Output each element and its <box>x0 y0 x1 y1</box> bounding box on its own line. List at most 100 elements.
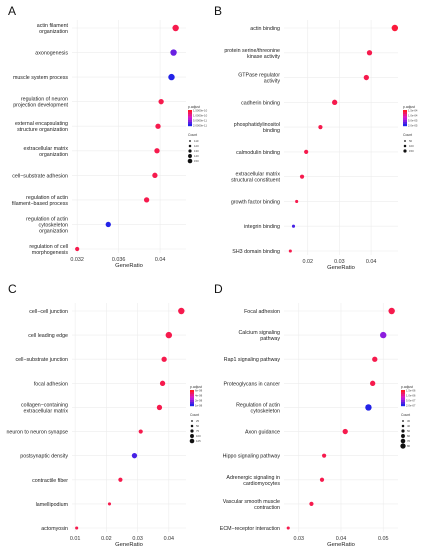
category-label-line: Focal adhesion <box>244 309 280 315</box>
category-label: regulation of cell morphogenesis <box>29 244 68 256</box>
legend-size-dot <box>190 424 194 428</box>
legend-size-tick: 25 <box>196 419 200 423</box>
category-label-line: lamellipodium <box>36 502 69 508</box>
category-label-line: morphogenesis <box>32 250 69 256</box>
legend-size-dot <box>190 429 194 433</box>
legend-color-tick: 2.0000e-11 <box>193 123 207 127</box>
category-label: actin filament organization <box>37 23 69 35</box>
legend-color-tick: 4e-08 <box>195 393 203 397</box>
category-label: external encapsulating structure organiza… <box>15 121 68 133</box>
category-label-line: pathway <box>260 336 280 342</box>
category-label-line: calmodulin binding <box>236 150 280 156</box>
legend-size-title: Count <box>403 133 412 137</box>
data-point <box>143 197 150 203</box>
category-label-line: organization <box>39 228 68 234</box>
legend-size-title: Count <box>190 413 199 417</box>
legend-color-tick: 1.0000e-10 <box>193 113 208 117</box>
legend-size-tick: 130 <box>194 149 199 153</box>
x-tick-label: 0.01 <box>70 536 81 542</box>
x-tick-label: 0.03 <box>132 536 143 542</box>
data-point <box>152 172 158 178</box>
legend-size-dot <box>404 140 406 142</box>
category-label-line: muscle system process <box>13 75 68 81</box>
category-label: Focal adhesion <box>244 309 280 315</box>
category-label: extracellular matrix organization <box>24 146 69 158</box>
data-point <box>370 380 376 386</box>
data-point <box>138 429 143 434</box>
legend-size-dot <box>401 424 405 428</box>
category-label-line: cytoskeleton <box>39 222 68 228</box>
category-label: extracellular matrix structural constitue… <box>231 172 280 184</box>
legend-color-step <box>401 390 405 393</box>
legend-color-step <box>403 122 407 125</box>
category-label-line: regulation of actin <box>26 216 68 222</box>
legend-size-tick: 140 <box>194 154 199 158</box>
legend-size-tick: 120 <box>194 144 199 148</box>
category-label: SH3 domain binding <box>232 249 280 255</box>
data-point <box>319 477 325 482</box>
legend-size-dot <box>191 420 193 422</box>
legend-color-step <box>403 114 407 117</box>
category-label-line: Proteoglycans in cancer <box>223 381 280 387</box>
legend-color-tick: 1.5e-04 <box>408 109 418 113</box>
legend-size-tick: 60 <box>407 434 411 438</box>
category-label-line: contraction <box>254 505 280 511</box>
legend-size-tick: 75 <box>196 429 200 433</box>
data-point <box>365 404 372 411</box>
data-point <box>304 149 309 154</box>
legend-color-tick: 5.0e-05 <box>408 118 418 122</box>
legend: p.adjust6e-084e-082e-081e-08Count2550751… <box>189 385 203 444</box>
legend-size-dot <box>189 438 195 444</box>
data-point <box>156 404 163 411</box>
category-label-line: cell−substrate junction <box>15 357 68 363</box>
legend-size-tick: 40 <box>407 424 411 428</box>
category-label: muscle system process <box>13 75 68 81</box>
category-label-line: cadherin binding <box>241 100 280 106</box>
legend-size-tick: 110 <box>194 139 199 143</box>
category-label-line: cardiomyocytes <box>243 481 280 487</box>
category-label: Calcium signaling pathway <box>238 330 280 342</box>
category-label: ECM−receptor interaction <box>220 526 280 532</box>
data-point <box>172 24 179 32</box>
legend-size-tick: 80 <box>407 444 411 448</box>
legend-color-tick: 6e-08 <box>195 389 203 393</box>
data-point <box>165 331 173 339</box>
category-label: cadherin binding <box>241 100 280 106</box>
legend-size-tick: 50 <box>407 429 411 433</box>
category-label: Regulation of actin cytoskeleton <box>236 402 280 414</box>
legend-color-step <box>188 122 192 125</box>
category-label-line: contractile fiber <box>32 478 68 484</box>
legend-size-dot <box>400 438 406 444</box>
legend-size-tick: 50 <box>409 139 413 143</box>
category-label-line: actin filament <box>37 23 69 29</box>
category-label: collagen−containing extracellular matrix <box>21 402 68 414</box>
category-label: regulation of actin cytoskeleton organizat… <box>26 216 68 234</box>
category-label-line: protein serine/threonine <box>224 48 280 54</box>
category-label: axonogenesis <box>35 51 68 57</box>
panel-label: C <box>8 282 17 296</box>
legend-color-step <box>403 110 407 113</box>
x-tick-label: 0.032 <box>70 257 84 263</box>
x-axis-title: GeneRatio <box>115 542 143 548</box>
x-tick-label: 0.036 <box>112 257 126 263</box>
category-label: integrin binding <box>244 224 280 230</box>
category-label-line: SH3 domain binding <box>232 249 280 255</box>
category-label: Adrenergic signaling in cardiomyocytes <box>226 475 280 487</box>
legend-size-dot <box>401 429 405 433</box>
legend-color-step <box>401 398 405 401</box>
x-tick-label: 0.04 <box>164 536 175 542</box>
legend-color-step <box>188 110 192 113</box>
category-label-line: activity <box>264 79 281 85</box>
legend-color-tick: 1.0e-06 <box>406 393 416 397</box>
category-label: neuron to neuron synapse <box>6 430 68 436</box>
category-label-line: Hippo signaling pathway <box>223 454 281 460</box>
category-label: cell leading edge <box>28 333 68 339</box>
legend-size-tick: 100 <box>409 144 414 148</box>
legend-color-step <box>190 394 194 397</box>
data-point <box>161 356 167 362</box>
data-point <box>391 24 399 32</box>
x-tick-label: 0.04 <box>155 257 166 263</box>
category-label: GTPase regulator activity <box>238 73 280 85</box>
legend-color-tick: 1e-08 <box>195 403 203 407</box>
